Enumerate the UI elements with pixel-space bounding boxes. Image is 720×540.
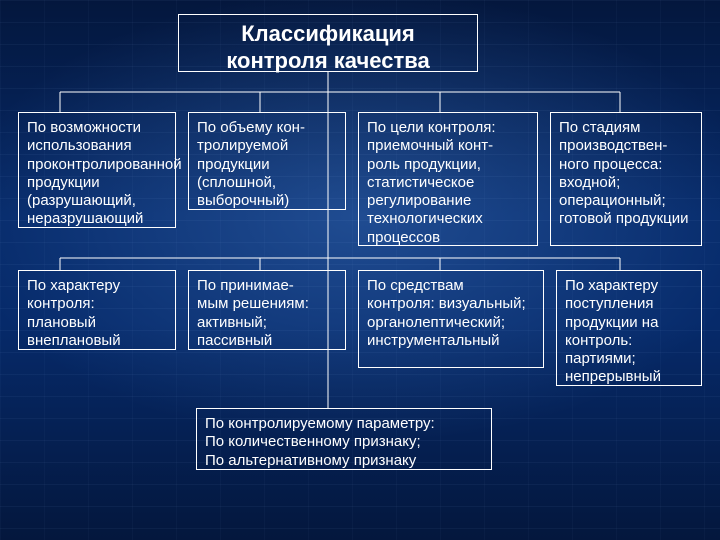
node-n8: По характеру поступления продукции на ко…: [556, 270, 702, 386]
slide-canvas: Классификация контроля качества По возмож…: [0, 0, 720, 540]
node-n4: По стадиям производствен- ного процесса:…: [550, 112, 702, 246]
node-n3: По цели контроля: приемочный конт- роль …: [358, 112, 538, 246]
node-n6: По принимае- мым решениям: активный; пас…: [188, 270, 346, 350]
node-text: По цели контроля: приемочный конт- роль …: [367, 119, 495, 246]
node-text: По характеру контроля: плановый внеплано…: [27, 277, 121, 349]
title-text: Классификация контроля качества: [226, 21, 429, 73]
node-text: По стадиям производствен- ного процесса:…: [559, 119, 689, 227]
node-text: По контролируемому параметру: По количес…: [205, 415, 435, 469]
node-text: По характеру поступления продукции на ко…: [565, 277, 661, 385]
node-text: По принимае- мым решениям: активный; пас…: [197, 277, 309, 349]
node-n1: По возможности использования проконтроли…: [18, 112, 176, 228]
node-text: По возможности использования проконтроли…: [27, 119, 182, 227]
node-text: По объему кон- тролируемой продукции (сп…: [197, 119, 305, 209]
node-text: По средствам контроля: визуальный; орган…: [367, 277, 526, 349]
node-n2: По объему кон- тролируемой продукции (сп…: [188, 112, 346, 210]
node-n7: По средствам контроля: визуальный; орган…: [358, 270, 544, 368]
title-box: Классификация контроля качества: [178, 14, 478, 72]
node-n5: По характеру контроля: плановый внеплано…: [18, 270, 176, 350]
node-n9: По контролируемому параметру: По количес…: [196, 408, 492, 470]
